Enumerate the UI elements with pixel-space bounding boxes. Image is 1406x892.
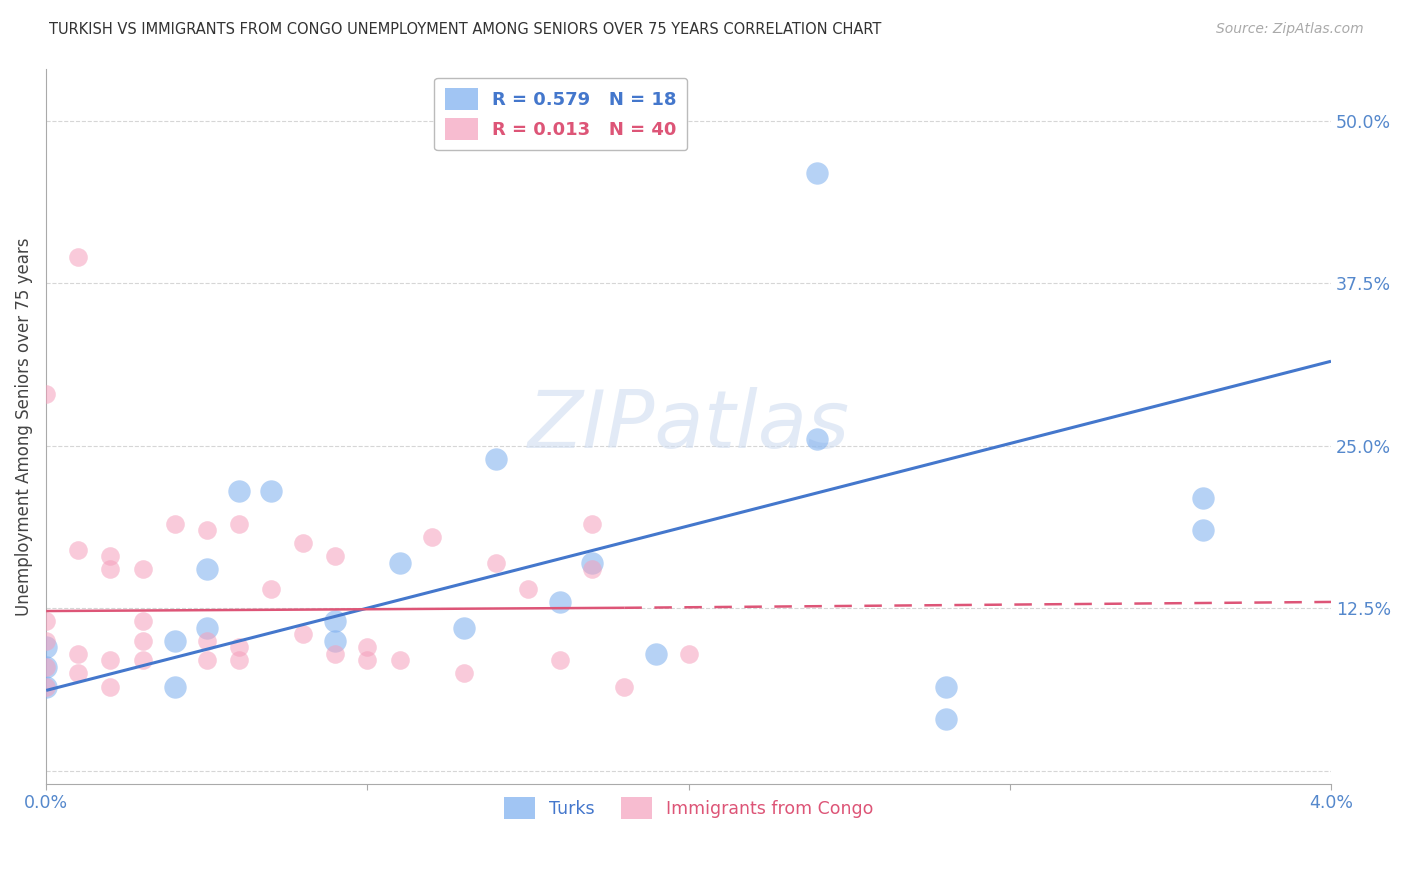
Point [581, 556, 603, 570]
Point [35, 660, 58, 674]
Point [1191, 524, 1213, 538]
Point [388, 556, 411, 570]
Point [35, 615, 58, 629]
Point [131, 615, 153, 629]
Point [35, 680, 58, 694]
Point [163, 634, 186, 648]
Text: TURKISH VS IMMIGRANTS FROM CONGO UNEMPLOYMENT AMONG SENIORS OVER 75 YEARS CORREL: TURKISH VS IMMIGRANTS FROM CONGO UNEMPLO… [49, 22, 882, 37]
Point [35, 680, 58, 694]
Point [260, 484, 283, 499]
Point [323, 647, 346, 661]
Point [35, 660, 58, 674]
Point [228, 653, 250, 667]
Point [67, 666, 90, 681]
Point [195, 634, 218, 648]
Text: ZIPatlas: ZIPatlas [527, 387, 849, 466]
Point [485, 451, 508, 466]
Point [517, 582, 540, 596]
Point [356, 653, 378, 667]
Point [67, 647, 90, 661]
Point [195, 524, 218, 538]
Point [645, 647, 668, 661]
Point [935, 680, 957, 694]
Point [195, 562, 218, 576]
Point [356, 640, 378, 655]
Point [163, 516, 186, 531]
Point [195, 653, 218, 667]
Point [131, 634, 153, 648]
Point [548, 653, 571, 667]
Point [935, 712, 957, 726]
Point [388, 653, 411, 667]
Point [581, 562, 603, 576]
Point [67, 542, 90, 557]
Point [35, 634, 58, 648]
Point [581, 516, 603, 531]
Point [292, 536, 315, 550]
Point [260, 582, 283, 596]
Point [100, 680, 122, 694]
Point [195, 621, 218, 635]
Point [228, 516, 250, 531]
Point [35, 640, 58, 655]
Point [806, 433, 828, 447]
Point [806, 165, 828, 179]
Point [323, 549, 346, 564]
Point [67, 250, 90, 264]
Point [453, 666, 475, 681]
Point [1191, 491, 1213, 505]
Point [100, 653, 122, 667]
Point [228, 484, 250, 499]
Point [131, 562, 153, 576]
Point [420, 530, 443, 544]
Y-axis label: Unemployment Among Seniors over 75 years: Unemployment Among Seniors over 75 years [15, 237, 32, 615]
Point [485, 556, 508, 570]
Point [323, 615, 346, 629]
Point [163, 680, 186, 694]
Point [453, 621, 475, 635]
Point [100, 549, 122, 564]
Point [131, 653, 153, 667]
Text: Source: ZipAtlas.com: Source: ZipAtlas.com [1216, 22, 1364, 37]
Point [613, 680, 636, 694]
Point [323, 634, 346, 648]
Point [548, 595, 571, 609]
Point [100, 562, 122, 576]
Legend: Turks, Immigrants from Congo: Turks, Immigrants from Congo [496, 790, 880, 825]
Point [292, 627, 315, 641]
Point [228, 640, 250, 655]
Point [35, 386, 58, 401]
Point [678, 647, 700, 661]
